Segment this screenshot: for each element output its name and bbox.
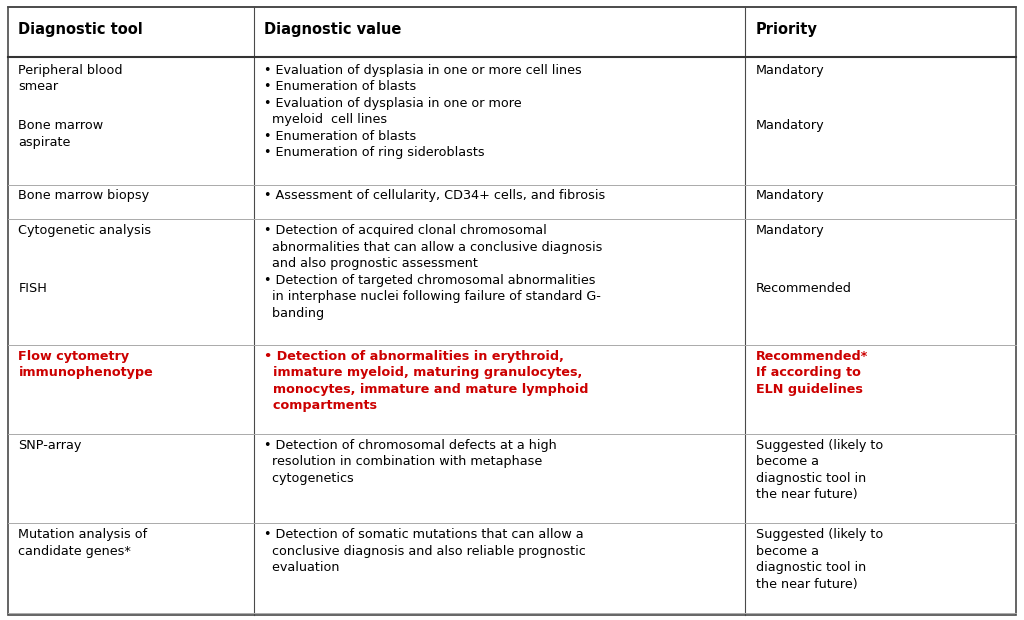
- Text: Peripheral blood
smear: Peripheral blood smear: [18, 64, 123, 94]
- Text: FISH: FISH: [18, 282, 47, 295]
- Text: Suggested (likely to
become a
diagnostic tool in
the near future): Suggested (likely to become a diagnostic…: [756, 439, 883, 502]
- Text: Mandatory: Mandatory: [756, 64, 824, 77]
- Text: Mandatory: Mandatory: [756, 190, 824, 203]
- Text: SNP-array: SNP-array: [18, 439, 82, 452]
- Text: Cytogenetic analysis: Cytogenetic analysis: [18, 224, 152, 237]
- Text: • Detection of somatic mutations that can allow a
  conclusive diagnosis and als: • Detection of somatic mutations that ca…: [264, 528, 586, 574]
- Text: Bone marrow
aspirate: Bone marrow aspirate: [18, 119, 103, 149]
- Text: Priority: Priority: [756, 22, 817, 37]
- Text: • Evaluation of dysplasia in one or more cell lines
• Enumeration of blasts
• Ev: • Evaluation of dysplasia in one or more…: [264, 64, 582, 159]
- Text: • Detection of acquired clonal chromosomal
  abnormalities that can allow a conc: • Detection of acquired clonal chromosom…: [264, 224, 602, 319]
- Text: Mutation analysis of
candidate genes*: Mutation analysis of candidate genes*: [18, 528, 147, 558]
- Text: Diagnostic value: Diagnostic value: [264, 22, 401, 37]
- Text: Flow cytometry
immunophenotype: Flow cytometry immunophenotype: [18, 350, 154, 379]
- Text: Mandatory: Mandatory: [756, 119, 824, 132]
- Text: Recommended: Recommended: [756, 282, 852, 295]
- Text: • Detection of abnormalities in erythroid,
  immature myeloid, maturing granuloc: • Detection of abnormalities in erythroi…: [264, 350, 589, 412]
- Text: Suggested (likely to
become a
diagnostic tool in
the near future): Suggested (likely to become a diagnostic…: [756, 528, 883, 591]
- Text: • Assessment of cellularity, CD34+ cells, and fibrosis: • Assessment of cellularity, CD34+ cells…: [264, 190, 605, 203]
- Text: Recommended*
If according to
ELN guidelines: Recommended* If according to ELN guideli…: [756, 350, 868, 396]
- Text: Diagnostic tool: Diagnostic tool: [18, 22, 143, 37]
- Text: Bone marrow biopsy: Bone marrow biopsy: [18, 190, 150, 203]
- Text: • Detection of chromosomal defects at a high
  resolution in combination with me: • Detection of chromosomal defects at a …: [264, 439, 557, 485]
- Text: Mandatory: Mandatory: [756, 224, 824, 237]
